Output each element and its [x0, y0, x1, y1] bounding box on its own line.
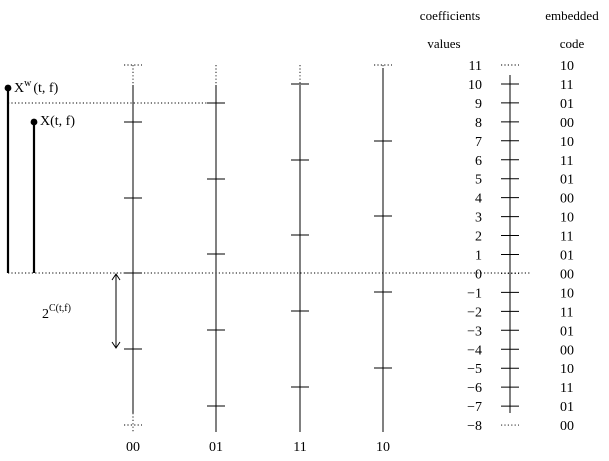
- ticks-00: [124, 64, 142, 426]
- stem-x: [30, 118, 38, 273]
- stem-xw: [4, 84, 12, 273]
- embedded-code: 01: [560, 173, 574, 188]
- coefficient-value: 8: [475, 116, 482, 131]
- coefficient-value: 4: [475, 192, 482, 207]
- embedded-code: 11: [560, 78, 573, 93]
- ticks-01: [207, 102, 225, 407]
- coefficient-value: −7: [467, 400, 482, 415]
- coefficient-value: −8: [467, 419, 482, 434]
- coefficient-value: 7: [475, 135, 482, 150]
- ticks-11: [291, 83, 309, 388]
- coefficient-value: −3: [467, 324, 482, 339]
- axis-label-01: 01: [209, 440, 223, 455]
- embedded-code: 00: [560, 419, 574, 434]
- coefficient-value: −5: [467, 362, 482, 377]
- embedded-code: 00: [560, 116, 574, 131]
- embedded-code: 11: [560, 154, 573, 169]
- coefficient-value: 0: [475, 267, 482, 282]
- embedded-code: 01: [560, 400, 574, 415]
- header-coefficients-line2: values: [427, 36, 460, 51]
- embedded-code: 10: [560, 135, 574, 150]
- embedded-code: 01: [560, 97, 574, 112]
- coefficient-value: 9: [475, 97, 482, 112]
- coefficient-value: −1: [467, 286, 482, 301]
- label-x: X(t, f): [40, 114, 75, 129]
- embedded-code: 10: [560, 211, 574, 226]
- embedded-code: 11: [560, 230, 573, 245]
- ticks-10: [374, 64, 392, 369]
- embedded-code: 10: [560, 59, 574, 74]
- axis-label-00: 00: [126, 440, 140, 455]
- coefficient-value: 11: [469, 59, 482, 74]
- header-coefficients-line1: coefficients: [420, 8, 480, 23]
- embedded-code: 00: [560, 192, 574, 207]
- embedded-code: 01: [560, 324, 574, 339]
- coefficient-value: 2: [475, 230, 482, 245]
- embedded-code: 01: [560, 249, 574, 264]
- coefficient-value: −4: [467, 343, 482, 358]
- coefficient-value: 6: [475, 154, 482, 169]
- header-embedded-line2: code: [560, 36, 585, 51]
- embedded-code: 00: [560, 343, 574, 358]
- coefficient-value: 5: [475, 173, 482, 188]
- embedded-code: 11: [560, 305, 573, 320]
- embedded-code: 10: [560, 286, 574, 301]
- embedded-code: 11: [560, 381, 573, 396]
- coefficient-value: −2: [467, 305, 482, 320]
- embedded-code: 10: [560, 362, 574, 377]
- step-arrow: [111, 273, 121, 349]
- label-xw: Xw (t, f): [14, 78, 59, 96]
- header-embedded-line1: embedded: [545, 8, 599, 23]
- coefficient-value: −6: [467, 381, 482, 396]
- embedded-code: 00: [560, 267, 574, 282]
- label-step: 2C(t,f): [42, 303, 71, 322]
- axis-label-10: 10: [376, 440, 390, 455]
- coefficient-value: 1: [475, 249, 482, 264]
- coefficient-value: 10: [468, 78, 482, 93]
- coefficient-value: 3: [475, 211, 482, 226]
- axis-label-11: 11: [293, 440, 306, 455]
